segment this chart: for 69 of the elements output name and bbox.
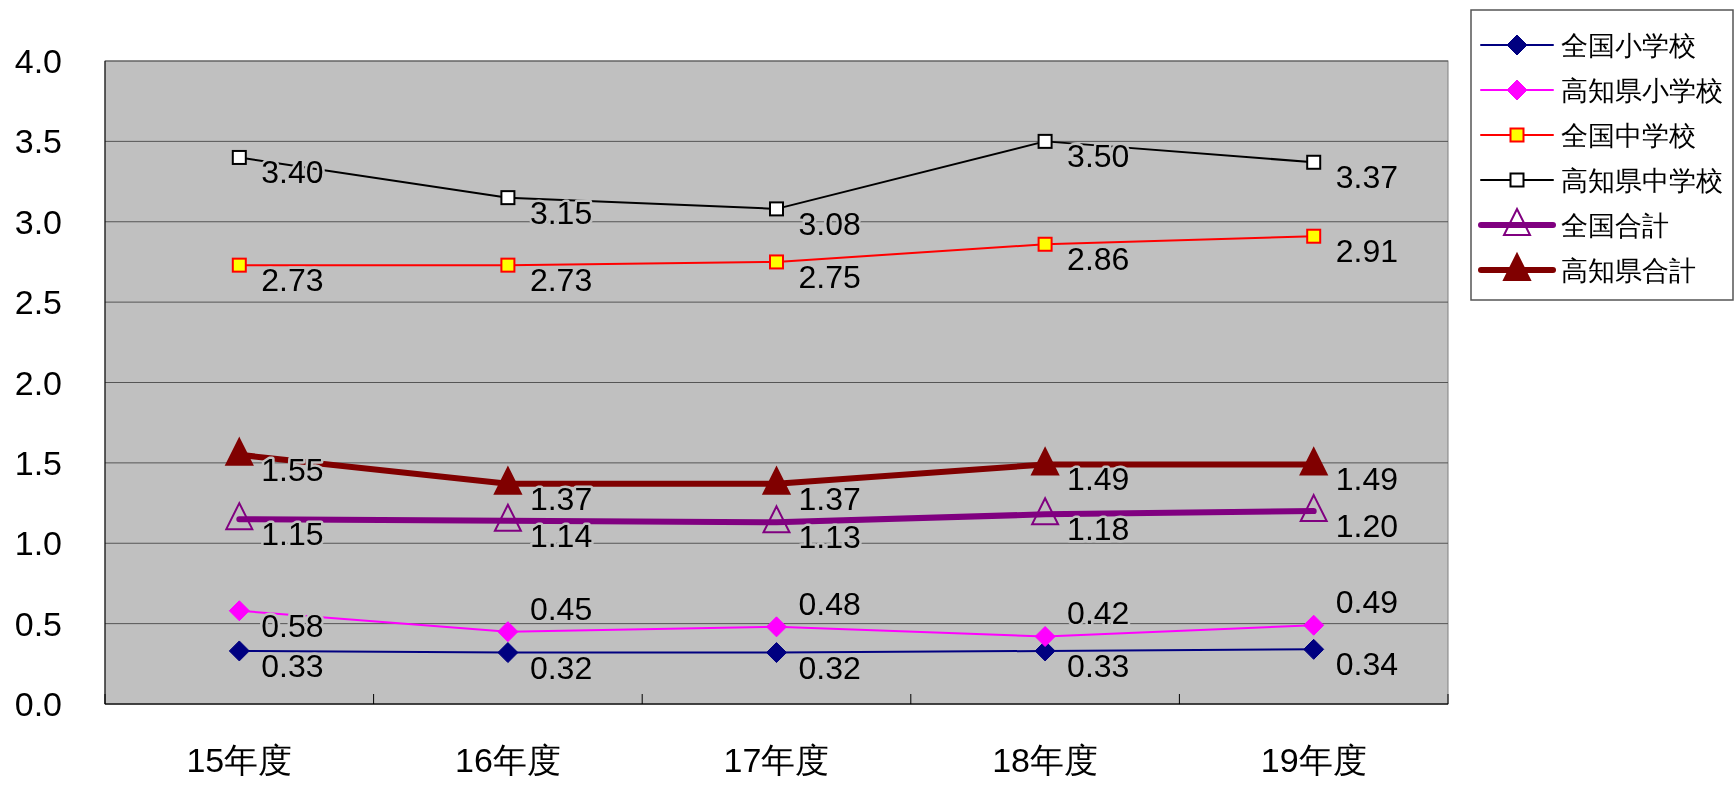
data-label: 3.50 bbox=[1067, 138, 1130, 175]
data-label: 0.58 bbox=[261, 607, 324, 644]
y-tick-label: 2.0 bbox=[14, 363, 62, 402]
point bbox=[1303, 638, 1325, 660]
x-tick-label: 18年度 bbox=[992, 741, 1099, 779]
data-label: 1.14 bbox=[529, 517, 593, 554]
point bbox=[228, 600, 250, 622]
point bbox=[1303, 614, 1325, 636]
x-tick-label: 19年度 bbox=[1260, 741, 1367, 779]
data-label: 0.34 bbox=[1335, 646, 1398, 683]
data-label: 1.37 bbox=[529, 480, 593, 517]
data-label: 0.33 bbox=[1067, 647, 1130, 684]
data-label: 2.75 bbox=[798, 258, 861, 295]
legend-label: 全国合計 bbox=[1561, 211, 1669, 241]
legend-label: 高知県中学校 bbox=[1561, 166, 1723, 196]
point bbox=[1037, 133, 1053, 149]
point bbox=[766, 616, 787, 638]
data-label: 1.15 bbox=[261, 516, 324, 553]
point bbox=[769, 254, 784, 270]
legend-label: 全国小学校 bbox=[1561, 31, 1696, 61]
data-label: 1.18 bbox=[1067, 511, 1130, 548]
point bbox=[769, 201, 784, 217]
data-label: 3.15 bbox=[529, 194, 593, 231]
point bbox=[231, 149, 247, 165]
data-label: 1.20 bbox=[1335, 508, 1398, 545]
x-tick-label: 15年度 bbox=[186, 741, 293, 779]
data-label: 1.37 bbox=[798, 480, 861, 517]
legend-label: 全国中学校 bbox=[1561, 121, 1696, 151]
legend-label: 高知県合計 bbox=[1561, 256, 1696, 286]
y-tick-label: 1.5 bbox=[14, 443, 62, 482]
data-label: 3.08 bbox=[798, 205, 861, 242]
data-label: 0.48 bbox=[798, 585, 861, 622]
y-tick-label: 2.5 bbox=[14, 283, 62, 322]
data-label: 1.13 bbox=[798, 519, 861, 556]
point bbox=[497, 621, 519, 643]
data-label: 0.32 bbox=[529, 649, 593, 686]
legend-label: 高知県小学校 bbox=[1561, 76, 1723, 106]
x-tick-label: 17年度 bbox=[723, 741, 830, 779]
data-label: 0.42 bbox=[1067, 595, 1130, 632]
x-tick-label: 16年度 bbox=[454, 741, 561, 779]
data-label: 2.73 bbox=[529, 262, 593, 299]
y-tick-label: 3.0 bbox=[14, 202, 62, 241]
point bbox=[1034, 625, 1056, 647]
data-label: 3.40 bbox=[261, 154, 324, 191]
data-label: 2.86 bbox=[1067, 241, 1130, 278]
point bbox=[1306, 154, 1322, 170]
y-tick-label: 0.0 bbox=[14, 685, 62, 723]
data-label: 0.49 bbox=[1335, 584, 1398, 621]
point bbox=[500, 190, 516, 206]
point bbox=[1037, 236, 1053, 252]
data-label: 0.32 bbox=[798, 649, 861, 686]
data-label: 3.37 bbox=[1335, 159, 1398, 196]
data-label: 1.49 bbox=[1067, 461, 1130, 498]
data-label: 2.91 bbox=[1335, 233, 1398, 270]
data-label: 0.33 bbox=[261, 647, 324, 684]
data-label: 1.49 bbox=[1335, 461, 1398, 498]
y-tick-label: 0.5 bbox=[14, 604, 62, 643]
point bbox=[766, 642, 787, 664]
point bbox=[228, 640, 250, 662]
data-label: 2.73 bbox=[261, 262, 324, 299]
y-tick-label: 4.0 bbox=[14, 42, 62, 80]
point bbox=[231, 257, 247, 273]
point bbox=[1306, 228, 1322, 244]
point bbox=[500, 257, 516, 273]
point bbox=[497, 642, 519, 664]
y-tick-label: 1.0 bbox=[14, 524, 62, 563]
data-label: 1.55 bbox=[261, 451, 324, 488]
y-tick-label: 3.5 bbox=[14, 122, 62, 161]
data-label: 0.45 bbox=[529, 590, 593, 627]
